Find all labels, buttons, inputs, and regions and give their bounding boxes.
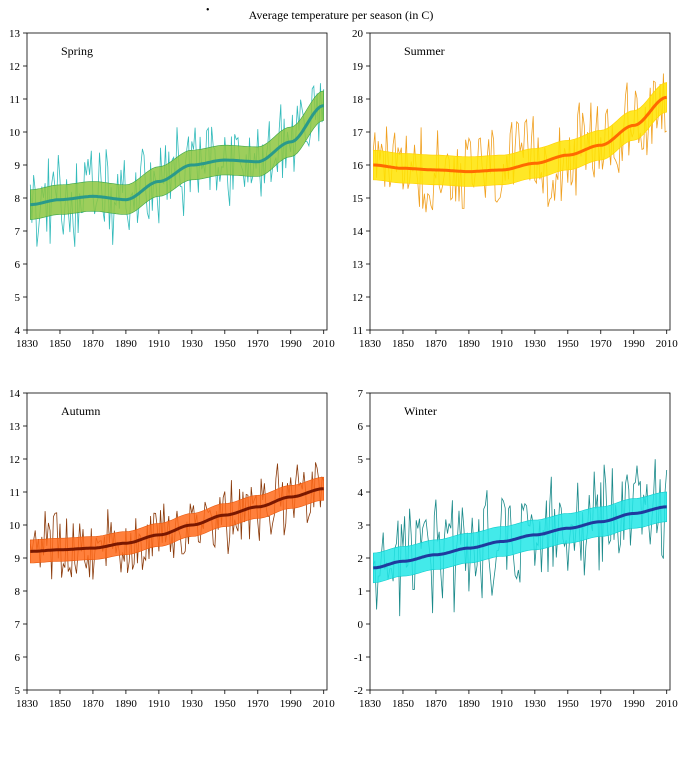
panel-label: Summer [404, 44, 445, 58]
y-tick-label: 17 [352, 127, 364, 139]
y-tick-label: 12 [9, 454, 20, 466]
x-tick-label: 1970 [247, 698, 270, 710]
y-tick-label: 1 [358, 586, 364, 598]
x-tick-label: 1990 [280, 338, 303, 350]
y-tick-label: 13 [9, 28, 21, 40]
y-tick-label: 20 [352, 28, 364, 40]
x-tick-label: 2010 [313, 698, 336, 710]
y-tick-label: 10 [9, 127, 21, 139]
x-tick-label: 2010 [656, 338, 679, 350]
panel-autumn: 1830 1850 1870 1890 1910 1930 1950 1970 1990 2010… [9, 388, 335, 710]
y-tick-label: 2 [358, 553, 364, 565]
y-tick-label: 18 [352, 94, 364, 106]
x-tick-label: 1990 [623, 698, 646, 710]
trend-line [373, 95, 667, 174]
y-tick-label: 9 [15, 160, 21, 172]
y-tick-label: 5 [15, 685, 21, 697]
stray-dot: • [206, 5, 210, 16]
y-tick-label: 9 [15, 553, 21, 565]
x-tick-label: 1850 [392, 698, 415, 710]
x-tick-label: 1990 [280, 698, 303, 710]
x-tick-label: 1970 [247, 338, 270, 350]
y-tick-label: 4 [15, 325, 21, 337]
y-tick-label: 0 [358, 619, 364, 631]
x-tick-label: 1910 [491, 338, 514, 350]
x-tick-label: 1950 [557, 338, 580, 350]
yearly-series-line [372, 459, 668, 617]
y-tick-label: 5 [358, 454, 364, 466]
y-tick-label: 8 [15, 586, 21, 598]
panel-winter: 1830 1850 1870 1890 1910 1930 1950 1970 1990 2010… [354, 388, 678, 710]
x-tick-label: 1870 [82, 698, 105, 710]
x-tick-label: 2010 [656, 698, 679, 710]
y-tick-label: 12 [9, 61, 20, 73]
y-tick-label: 11 [352, 325, 363, 337]
x-tick-label: 1950 [557, 698, 580, 710]
x-tick-label: 1870 [425, 338, 448, 350]
x-tick-label: 1970 [590, 338, 613, 350]
x-tick-label: 1950 [214, 698, 237, 710]
x-tick-label: 1850 [392, 338, 415, 350]
y-tick-label: 3 [358, 520, 364, 532]
y-tick-label: 16 [352, 160, 364, 172]
panel-summer: 1830 1850 1870 1890 1910 1930 1950 1970 1990 2010… [352, 28, 678, 350]
y-tick-label: 11 [9, 487, 20, 499]
x-tick-label: 1910 [148, 698, 171, 710]
confidence-band [29, 90, 325, 220]
panel-label: Autumn [61, 404, 100, 418]
y-tick-label: 13 [9, 421, 21, 433]
x-tick-label: 1910 [148, 338, 171, 350]
x-tick-label: 2010 [313, 338, 336, 350]
x-tick-label: 1970 [590, 698, 613, 710]
x-tick-label: 1850 [49, 338, 72, 350]
x-tick-label: 1830 [359, 338, 382, 350]
y-tick-label: 13 [352, 259, 364, 271]
x-tick-label: 1890 [115, 338, 138, 350]
x-tick-label: 1830 [16, 338, 39, 350]
y-tick-label: 10 [9, 520, 21, 532]
figure-title: Average temperature per season (in C) [248, 8, 434, 22]
y-tick-label: 7 [358, 388, 364, 400]
y-tick-label: 12 [352, 292, 363, 304]
x-tick-label: 1930 [524, 698, 547, 710]
panel-label: Winter [404, 404, 437, 418]
y-tick-label: 6 [15, 259, 21, 271]
trend-line [30, 487, 324, 553]
x-tick-label: 1830 [359, 698, 382, 710]
y-tick-label: 7 [15, 226, 21, 238]
x-tick-label: 1950 [214, 338, 237, 350]
confidence-band [29, 476, 325, 564]
x-tick-label: 1830 [16, 698, 39, 710]
x-tick-label: 1850 [49, 698, 72, 710]
y-tick-label: 11 [9, 94, 20, 106]
trend-line [30, 104, 324, 207]
y-tick-label: 14 [9, 388, 21, 400]
x-tick-label: 1870 [425, 698, 448, 710]
x-tick-label: 1930 [524, 338, 547, 350]
y-tick-label: 7 [15, 619, 21, 631]
panel-label: Spring [61, 44, 93, 58]
y-tick-label: 6 [15, 652, 21, 664]
x-tick-label: 1890 [458, 698, 481, 710]
panel-spring: 1830 1850 1870 1890 1910 1930 1950 1970 1990 2010… [9, 28, 335, 350]
y-tick-label: 19 [352, 61, 364, 73]
x-tick-label: 1890 [115, 698, 138, 710]
y-tick-label: 8 [15, 193, 21, 205]
x-tick-label: 1990 [623, 338, 646, 350]
y-tick-label: -1 [354, 652, 363, 664]
y-tick-label: 5 [15, 292, 21, 304]
x-tick-label: 1910 [491, 698, 514, 710]
y-tick-label: 4 [358, 487, 364, 499]
y-tick-label: 6 [358, 421, 364, 433]
x-tick-label: 1890 [458, 338, 481, 350]
x-tick-label: 1930 [181, 338, 204, 350]
trend-line [373, 505, 667, 570]
confidence-band [372, 82, 668, 187]
y-tick-label: 15 [352, 193, 364, 205]
x-tick-label: 1870 [82, 338, 105, 350]
x-tick-label: 1930 [181, 698, 204, 710]
y-tick-label: 14 [352, 226, 364, 238]
y-tick-label: -2 [354, 685, 363, 697]
